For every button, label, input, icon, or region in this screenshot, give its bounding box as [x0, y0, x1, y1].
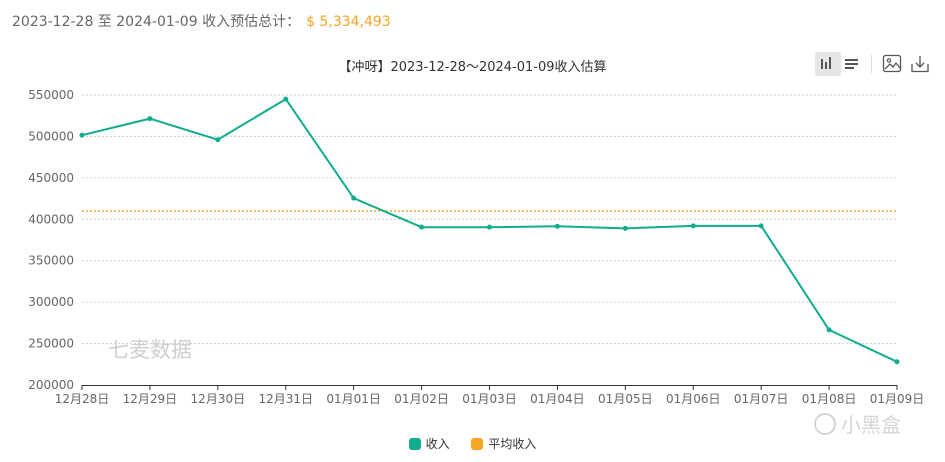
x-tick-label: 01月08日 — [802, 392, 857, 406]
y-tick-label: 400000 — [28, 212, 74, 226]
income-point[interactable] — [894, 359, 900, 365]
chart-legend: 收入 平均收入 — [0, 435, 945, 452]
income-point[interactable] — [215, 137, 221, 143]
income-point[interactable] — [758, 223, 764, 229]
income-point[interactable] — [826, 327, 832, 333]
income-series-line — [81, 98, 898, 363]
y-tick-label: 250000 — [28, 337, 74, 351]
image-icon — [882, 54, 902, 73]
legend-swatch-average — [471, 438, 484, 450]
y-tick-label: 450000 — [28, 171, 74, 185]
grid-lines — [82, 94, 897, 345]
x-tick-label: 12月30日 — [191, 392, 246, 406]
summary-label: 2023-12-28 至 2024-01-09 收入预估总计： — [12, 14, 301, 30]
legend-item-income[interactable]: 收入 — [408, 435, 450, 452]
y-axis: 200000 250000 300000 350000 400000 450000 5000… — [28, 88, 74, 392]
income-point[interactable] — [419, 224, 425, 230]
income-summary: 2023-12-28 至 2024-01-09 收入预估总计： $ 5,334,4… — [12, 11, 391, 31]
income-point[interactable] — [690, 223, 696, 229]
download-button[interactable] — [907, 52, 933, 76]
income-point[interactable] — [622, 225, 628, 231]
xiaoheihe-logo-icon — [814, 413, 836, 435]
x-tick-label: 12月29日 — [123, 392, 178, 406]
x-tick-label: 01月04日 — [530, 392, 585, 406]
watermark-qimai: 七麦数据 — [108, 338, 192, 362]
legend-item-average[interactable]: 平均收入 — [471, 435, 536, 452]
download-icon — [911, 56, 929, 73]
watermark-xiaoheihe-text: 小黑盒 — [841, 413, 901, 437]
x-tick-label: 01月02日 — [394, 392, 449, 406]
income-series-layer — [79, 96, 900, 365]
income-point[interactable] — [79, 132, 85, 138]
list-icon — [845, 59, 858, 69]
x-tick-label: 01月07日 — [734, 392, 789, 406]
x-tick-label: 12月28日 — [55, 392, 110, 406]
x-tick-label: 01月03日 — [462, 392, 517, 406]
save-image-button[interactable] — [879, 52, 905, 76]
y-tick-label: 350000 — [28, 254, 74, 268]
bar-chart-toggle-button[interactable] — [815, 52, 841, 76]
income-point[interactable] — [554, 223, 560, 229]
toolbar-divider — [871, 55, 872, 73]
x-tick-label: 01月05日 — [598, 392, 653, 406]
income-point[interactable] — [283, 96, 289, 102]
bar-chart-icon — [821, 57, 831, 69]
summary-total: $ 5,334,493 — [306, 14, 391, 30]
x-axis: 12月28日 12月29日 12月30日 12月31日 01月01日 01月02日 01月0… — [55, 385, 925, 406]
y-tick-label: 500000 — [28, 129, 74, 143]
y-tick-label: 550000 — [28, 88, 74, 102]
income-point[interactable] — [351, 195, 357, 201]
x-tick-label: 01月09日 — [870, 392, 925, 406]
legend-swatch-income — [408, 438, 421, 450]
legend-label-income: 收入 — [425, 437, 450, 451]
legend-label-average: 平均收入 — [488, 437, 537, 451]
watermark-xiaoheihe: 小黑盒 — [814, 413, 901, 437]
chart-title: 【冲呀】2023-12-28～2024-01-09收入估算 — [338, 60, 607, 75]
income-point[interactable] — [487, 224, 492, 230]
x-tick-label: 12月31日 — [258, 392, 313, 406]
income-point[interactable] — [147, 116, 153, 122]
y-tick-label: 300000 — [28, 295, 74, 309]
y-tick-label: 200000 — [28, 378, 74, 392]
x-tick-label: 01月01日 — [326, 392, 381, 406]
list-view-button[interactable] — [839, 52, 865, 76]
x-tick-label: 01月06日 — [666, 392, 721, 406]
